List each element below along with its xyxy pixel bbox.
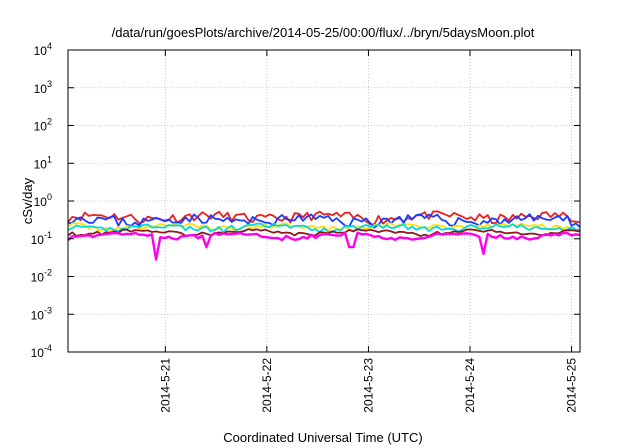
y-axis-label: cSv/day	[20, 177, 35, 224]
y-tick-label: 10-2	[31, 268, 52, 285]
axis-ticks: 10-4 10-3 10-2 10-1 100 101 102 103 104 2014-5-21…	[31, 41, 580, 413]
y-tick-label: 10-1	[31, 230, 52, 247]
series-line	[67, 222, 581, 234]
y-tick-label: 10-4	[31, 343, 52, 360]
series-group	[67, 210, 581, 261]
y-tick-label: 100	[34, 192, 52, 209]
x-tick-label: 2014-5-24	[463, 358, 477, 413]
y-tick-label: 104	[34, 41, 52, 58]
chart-title: /data/run/goesPlots/archive/2014-05-25/0…	[112, 25, 535, 40]
x-tick-label: 2014-5-25	[565, 358, 579, 413]
y-tick-label: 10-3	[31, 305, 52, 322]
x-tick-label: 2014-5-23	[361, 358, 375, 413]
x-axis-label: Coordinated Universal Time (UTC)	[223, 430, 422, 445]
x-tick-label: 2014-5-21	[158, 358, 172, 413]
y-tick-label: 103	[34, 79, 52, 96]
series-line	[67, 228, 581, 238]
y-tick-label: 102	[34, 117, 52, 134]
y-tick-label: 101	[34, 154, 52, 171]
series-line	[67, 213, 581, 229]
grid	[68, 50, 580, 352]
series-line	[67, 231, 581, 261]
x-tick-label: 2014-5-22	[260, 358, 274, 413]
